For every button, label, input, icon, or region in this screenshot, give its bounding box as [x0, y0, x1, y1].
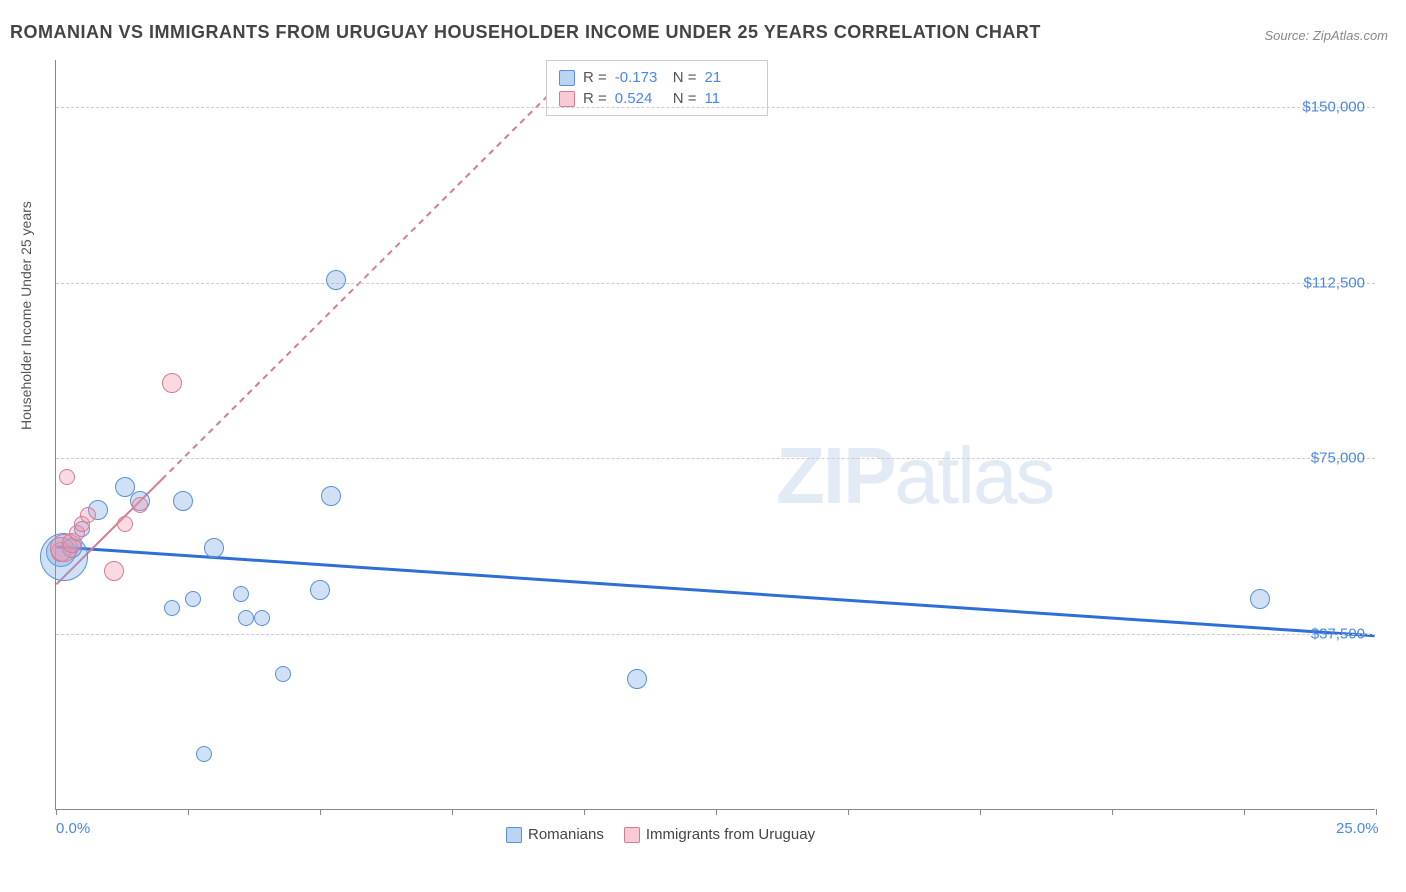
gridline-h	[56, 458, 1375, 459]
legend-bottom-item: Immigrants from Uruguay	[624, 826, 815, 843]
trend-line-dashed	[162, 60, 584, 479]
scatter-point	[132, 497, 148, 513]
legend-series-label: Immigrants from Uruguay	[646, 826, 815, 843]
x-tick	[320, 809, 321, 815]
scatter-point	[310, 580, 330, 600]
series-legend: Romanians Immigrants from Uruguay	[506, 826, 815, 843]
x-tick	[56, 809, 57, 815]
gridline-h	[56, 634, 1375, 635]
watermark-bold: ZIP	[776, 431, 894, 520]
scatter-point	[164, 600, 180, 616]
watermark-text: ZIPatlas	[776, 430, 1053, 522]
y-tick-label: $37,500	[1311, 626, 1365, 643]
scatter-point	[254, 610, 270, 626]
scatter-point	[627, 669, 647, 689]
legend-series-label: Romanians	[528, 826, 604, 843]
x-tick	[848, 809, 849, 815]
scatter-point	[104, 561, 124, 581]
x-tick	[980, 809, 981, 815]
legend-n-label: N =	[673, 69, 697, 86]
x-tick	[1376, 809, 1377, 815]
x-tick	[188, 809, 189, 815]
legend-swatch	[559, 91, 575, 107]
x-tick	[584, 809, 585, 815]
legend-top-row: R = 0.524 N = 11	[559, 88, 755, 109]
trend-lines-svg	[56, 60, 1375, 809]
y-axis-label: Householder Income Under 25 years	[18, 201, 34, 430]
x-tick-label: 25.0%	[1336, 820, 1379, 837]
legend-r-label: R =	[583, 69, 607, 86]
legend-n-value: 11	[705, 90, 755, 107]
gridline-h	[56, 107, 1375, 108]
x-tick	[716, 809, 717, 815]
scatter-point	[204, 538, 224, 558]
scatter-point	[326, 270, 346, 290]
legend-r-value: -0.173	[615, 69, 665, 86]
scatter-point	[185, 591, 201, 607]
scatter-point	[275, 666, 291, 682]
legend-swatch	[559, 70, 575, 86]
legend-n-value: 21	[705, 69, 755, 86]
x-tick-label: 0.0%	[56, 820, 90, 837]
scatter-point	[1250, 589, 1270, 609]
y-tick-label: $150,000	[1302, 98, 1365, 115]
trend-line	[56, 547, 1374, 636]
scatter-point	[59, 469, 75, 485]
scatter-point	[321, 486, 341, 506]
legend-swatch	[624, 827, 640, 843]
legend-bottom-item: Romanians	[506, 826, 604, 843]
chart-title: ROMANIAN VS IMMIGRANTS FROM URUGUAY HOUS…	[10, 22, 1041, 43]
scatter-point	[233, 586, 249, 602]
scatter-point	[173, 491, 193, 511]
x-tick	[452, 809, 453, 815]
legend-r-value: 0.524	[615, 90, 665, 107]
legend-top-row: R = -0.173 N = 21	[559, 67, 755, 88]
x-tick	[1244, 809, 1245, 815]
source-label: Source: ZipAtlas.com	[1264, 28, 1388, 43]
gridline-h	[56, 283, 1375, 284]
legend-swatch	[506, 827, 522, 843]
scatter-point	[117, 516, 133, 532]
scatter-point	[238, 610, 254, 626]
legend-r-label: R =	[583, 90, 607, 107]
legend-n-label: N =	[673, 90, 697, 107]
y-tick-label: $75,000	[1311, 450, 1365, 467]
scatter-point	[196, 746, 212, 762]
x-tick	[1112, 809, 1113, 815]
scatter-point	[80, 507, 96, 523]
scatter-point	[162, 373, 182, 393]
watermark-rest: atlas	[894, 431, 1053, 520]
y-tick-label: $112,500	[1304, 274, 1365, 291]
chart-plot-area: ZIPatlas R =-0.173N =21R =0.524N =11 Rom…	[55, 60, 1375, 810]
